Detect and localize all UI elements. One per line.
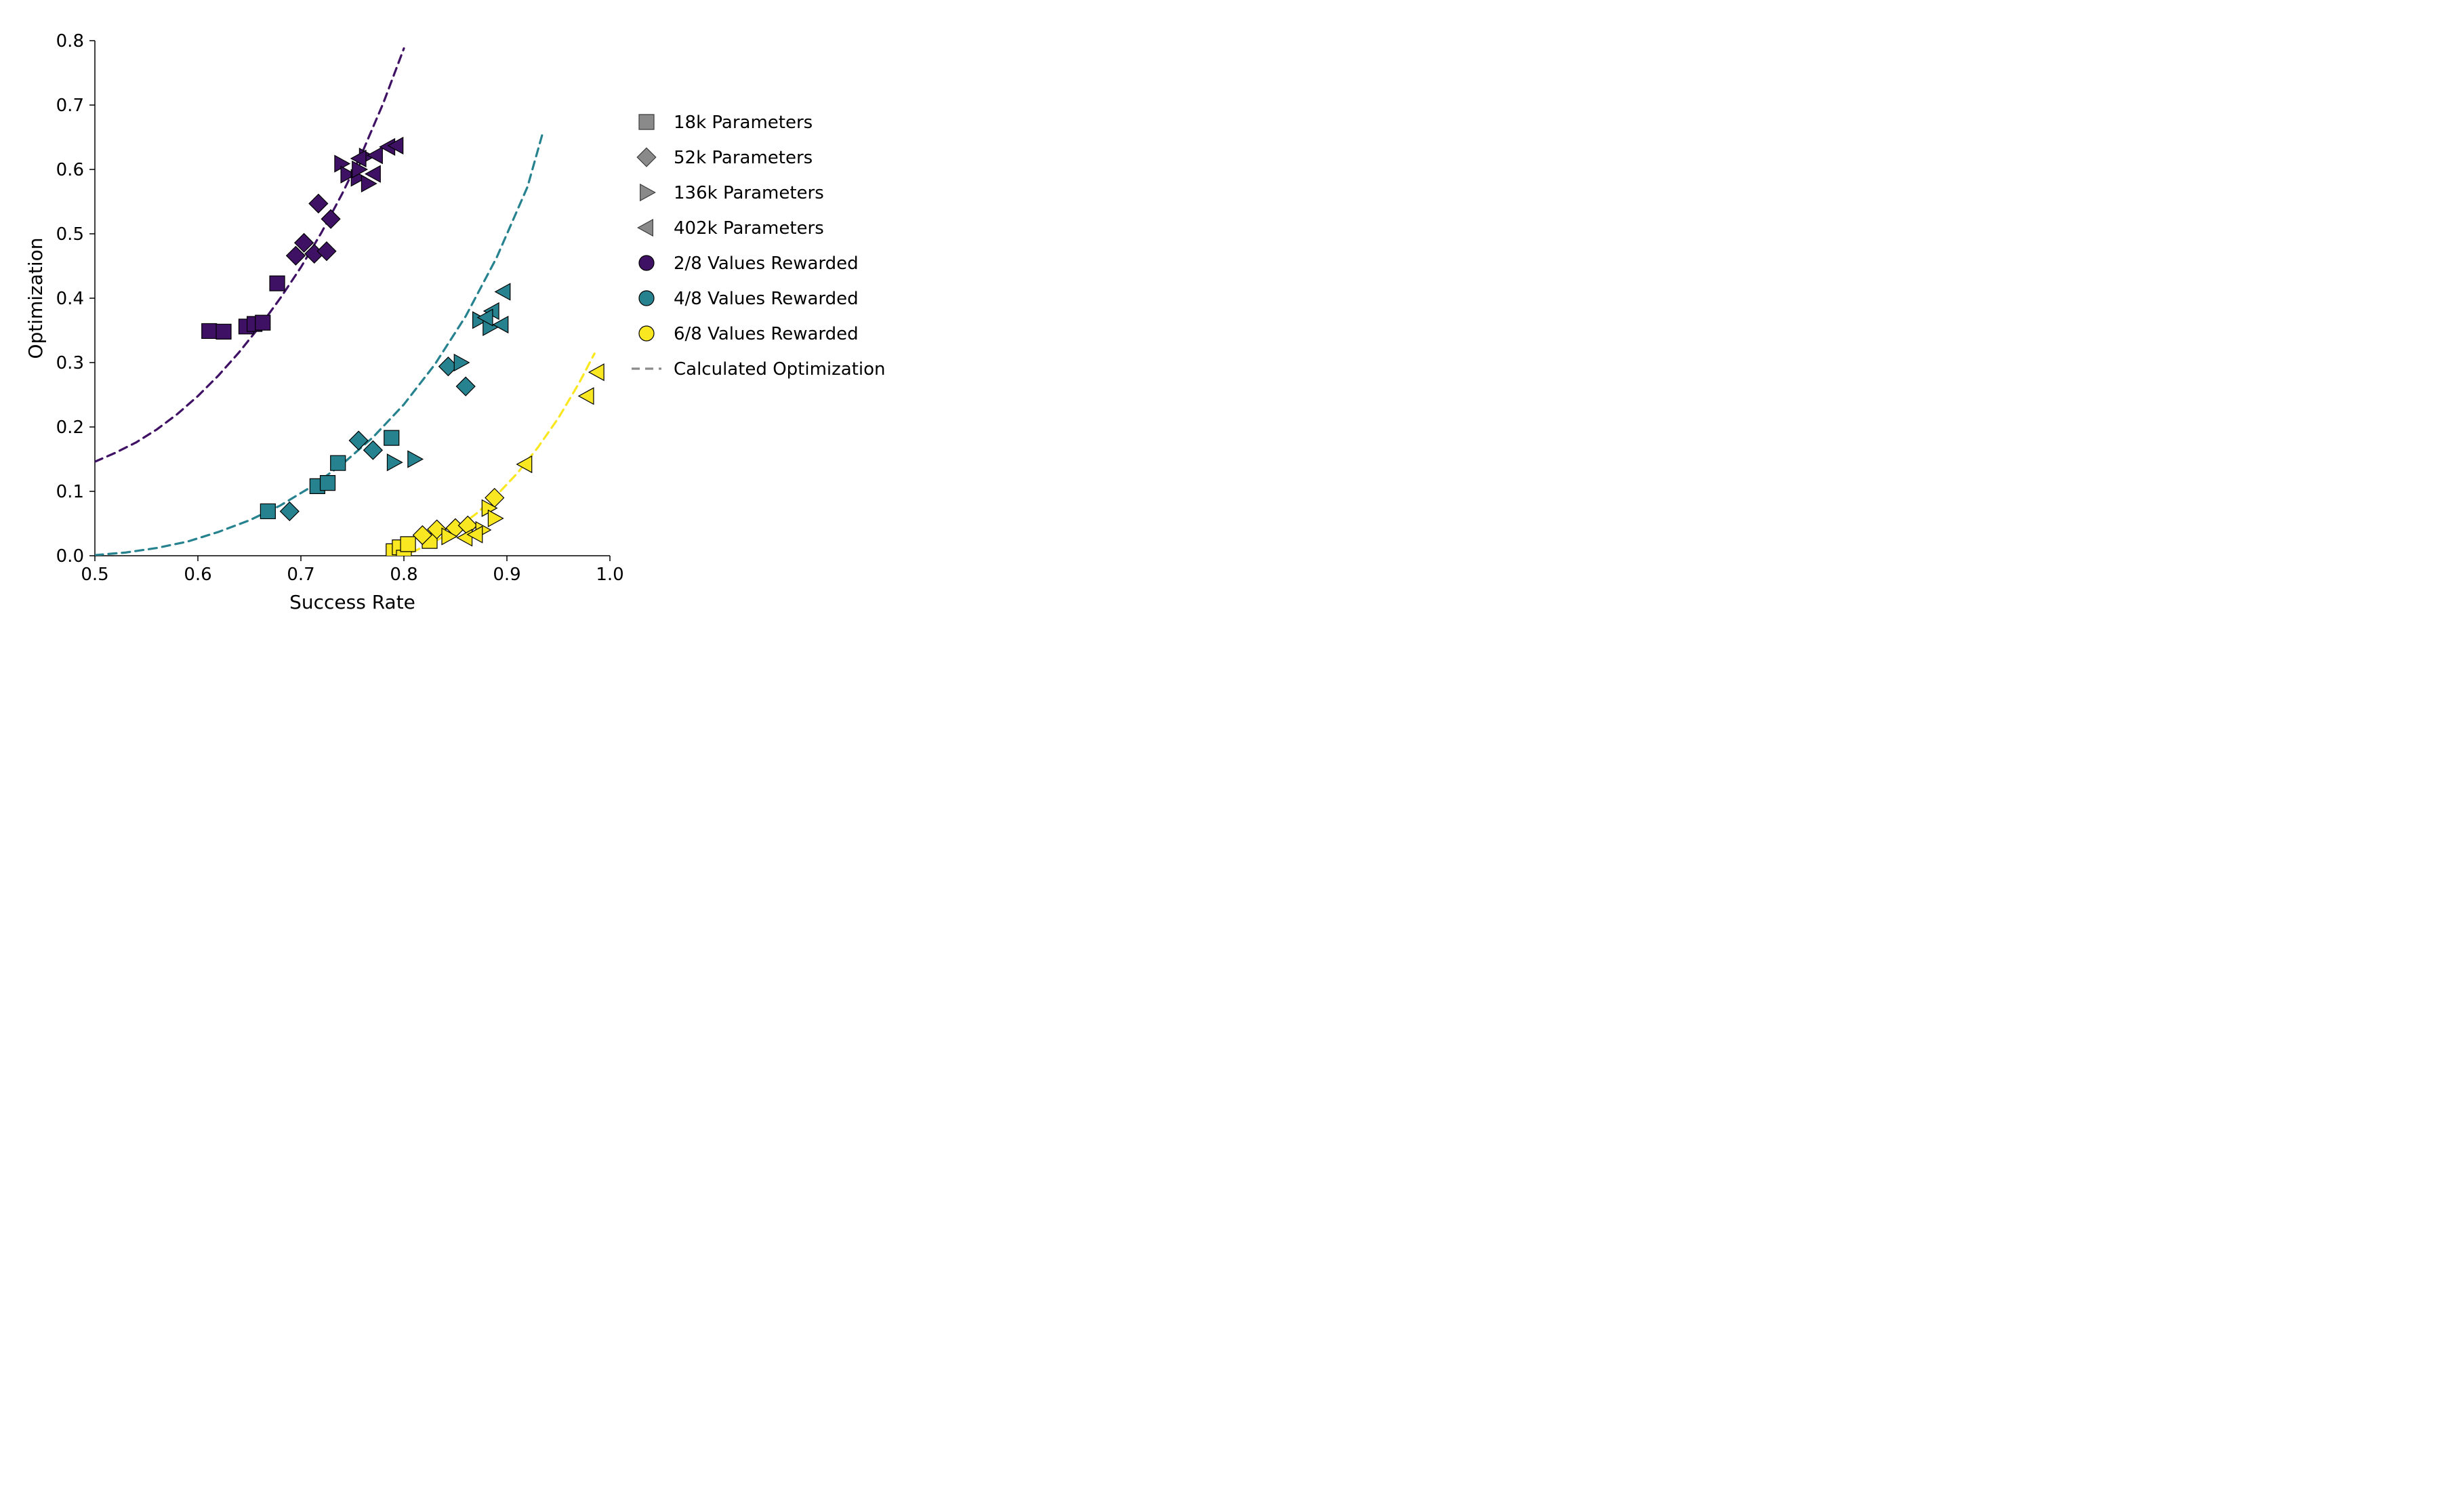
legend-label: 402k Parameters (674, 218, 824, 239)
y-tick-label: 0.8 (56, 31, 84, 52)
data-point (216, 324, 231, 339)
y-tick-label: 0.0 (56, 546, 84, 567)
x-tick-label: 0.5 (81, 565, 108, 585)
y-axis-label: Optimization (24, 237, 47, 359)
y-tick-label: 0.2 (56, 417, 84, 438)
y-tick-label: 0.4 (56, 289, 84, 309)
x-tick-label: 0.9 (493, 565, 520, 585)
legend-label: 2/8 Values Rewarded (674, 253, 859, 274)
data-point (260, 504, 275, 518)
legend-shape-icon (639, 115, 654, 129)
data-point (321, 476, 335, 491)
x-tick-label: 0.6 (184, 565, 211, 585)
legend-label: Calculated Optimization (674, 359, 886, 380)
legend-color-icon (639, 256, 654, 270)
legend-label: 18k Parameters (674, 113, 813, 133)
legend-label: 4/8 Values Rewarded (674, 289, 859, 309)
data-point (331, 455, 346, 470)
data-point (401, 537, 415, 552)
scatter-chart: 0.5 0.6 0.7 0.8 0.9 1.0 Success Rate 0.0 0.1 0.2 0… (14, 14, 1017, 630)
legend-color-icon (639, 326, 654, 341)
x-tick-label: 0.8 (390, 565, 417, 585)
legend-label: 136k Parameters (674, 183, 824, 203)
x-tick-label: 1.0 (596, 565, 623, 585)
data-point (255, 315, 270, 330)
data-point (270, 276, 285, 291)
y-tick-label: 0.7 (56, 96, 84, 116)
y-tick-label: 0.3 (56, 353, 84, 373)
x-axis-label: Success Rate (289, 591, 415, 613)
y-tick-label: 0.6 (56, 160, 84, 180)
x-tick-label: 0.7 (287, 565, 314, 585)
data-point (202, 323, 217, 338)
data-point (384, 430, 399, 445)
chart-svg: 0.5 0.6 0.7 0.8 0.9 1.0 Success Rate 0.0 0.1 0.2 0… (14, 14, 1017, 630)
legend-color-icon (639, 291, 654, 306)
y-tick-label: 0.1 (56, 482, 84, 502)
y-tick-label: 0.5 (56, 224, 84, 245)
legend-label: 6/8 Values Rewarded (674, 324, 859, 344)
legend-label: 52k Parameters (674, 148, 813, 168)
chart-background (14, 14, 1017, 630)
